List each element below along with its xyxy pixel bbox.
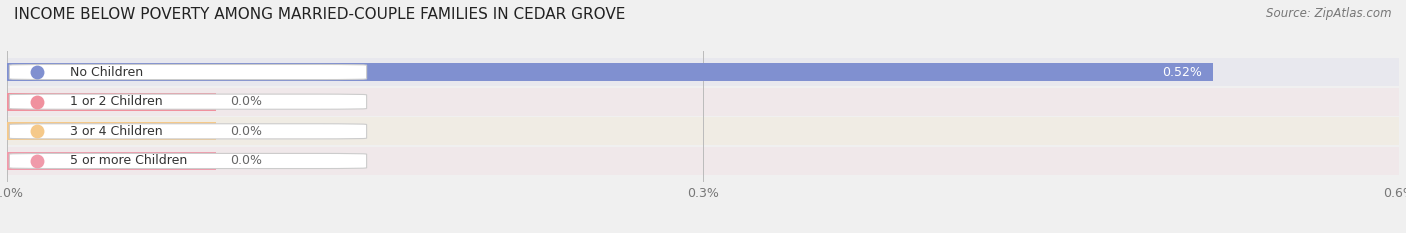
Bar bbox=[7, 63, 1213, 81]
Bar bbox=[7, 122, 217, 140]
Text: Source: ZipAtlas.com: Source: ZipAtlas.com bbox=[1267, 7, 1392, 20]
Bar bbox=[7, 117, 1399, 145]
FancyBboxPatch shape bbox=[10, 124, 367, 139]
Bar bbox=[7, 152, 217, 170]
Text: 0.0%: 0.0% bbox=[229, 154, 262, 168]
Bar bbox=[7, 147, 1399, 175]
Text: 0.0%: 0.0% bbox=[229, 125, 262, 138]
Text: INCOME BELOW POVERTY AMONG MARRIED-COUPLE FAMILIES IN CEDAR GROVE: INCOME BELOW POVERTY AMONG MARRIED-COUPL… bbox=[14, 7, 626, 22]
FancyBboxPatch shape bbox=[10, 94, 367, 109]
Bar bbox=[7, 58, 1399, 86]
Bar bbox=[7, 93, 217, 111]
Text: 0.0%: 0.0% bbox=[229, 95, 262, 108]
Text: 5 or more Children: 5 or more Children bbox=[70, 154, 187, 168]
FancyBboxPatch shape bbox=[10, 153, 367, 168]
Bar bbox=[7, 88, 1399, 116]
Text: 1 or 2 Children: 1 or 2 Children bbox=[70, 95, 162, 108]
FancyBboxPatch shape bbox=[10, 65, 367, 80]
Text: 3 or 4 Children: 3 or 4 Children bbox=[70, 125, 162, 138]
Text: No Children: No Children bbox=[70, 65, 143, 79]
Text: 0.52%: 0.52% bbox=[1161, 65, 1202, 79]
